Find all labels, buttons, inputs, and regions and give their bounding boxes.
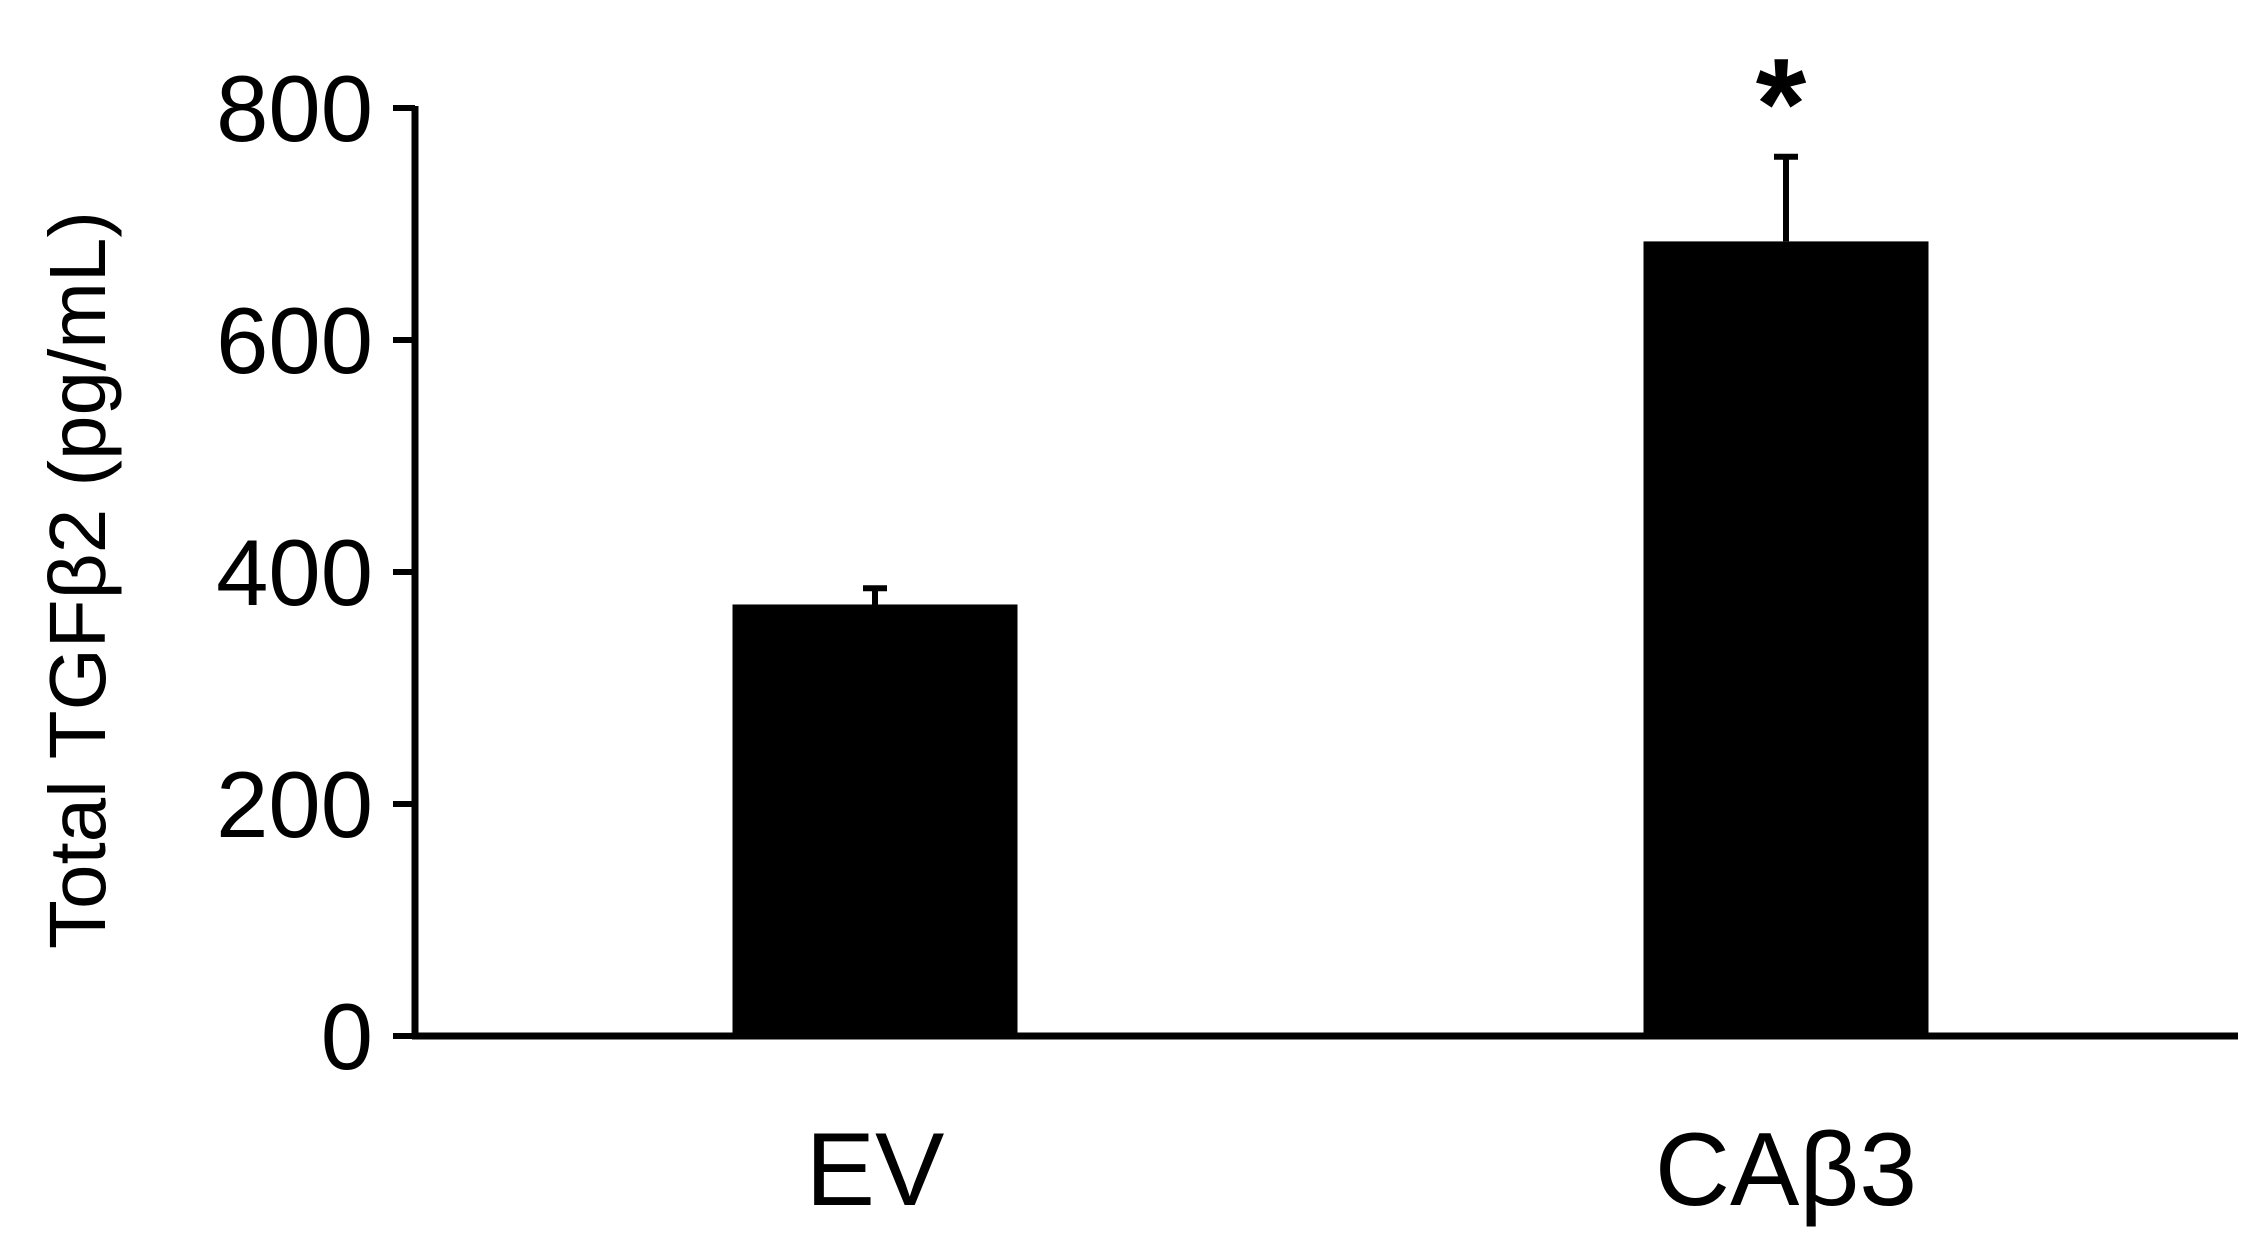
y-tick-label-4: 800 — [216, 56, 373, 161]
y-axis-title: Total TGFβ2 (pg/mL) — [33, 211, 122, 949]
y-tick-label-3: 600 — [216, 288, 373, 393]
category-label-1: CAβ3 — [1655, 1112, 1917, 1228]
y-tick-label-1: 200 — [216, 752, 373, 857]
bar-1 — [1643, 241, 1929, 1036]
significance-mark-0: * — [1756, 31, 1807, 177]
plot-area: EV CAβ3 * 0 200 400 600 800 — [216, 31, 2238, 1228]
y-tick-label-2: 400 — [216, 520, 373, 625]
category-label-0: EV — [806, 1112, 945, 1228]
y-tick-label-0: 0 — [321, 984, 373, 1089]
bar-0 — [732, 604, 1018, 1036]
